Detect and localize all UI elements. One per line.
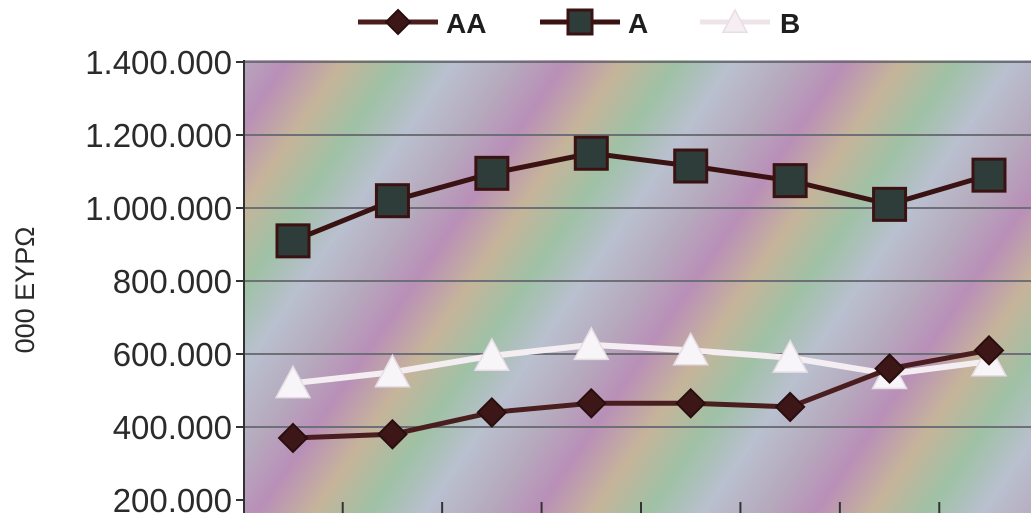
data-point-diamond xyxy=(277,422,309,454)
plot-background xyxy=(244,60,1031,513)
series-aa xyxy=(277,334,1005,454)
data-point-triangle xyxy=(274,364,312,399)
legend-item-aa: AA xyxy=(358,8,486,39)
series-line xyxy=(292,341,990,387)
legend-marker xyxy=(384,8,412,36)
data-point-triangle xyxy=(374,353,411,388)
data-point-square xyxy=(573,135,609,171)
data-point-square xyxy=(971,157,1007,193)
data-point-diamond xyxy=(476,396,508,428)
data-point-diamond xyxy=(675,387,707,419)
data-point-diamond xyxy=(575,387,607,419)
y-tick-label: 1.400.000 xyxy=(85,44,232,81)
series-a xyxy=(275,135,1007,259)
axes xyxy=(236,60,941,513)
data-point-diamond xyxy=(874,353,905,385)
data-point-diamond xyxy=(973,334,1005,366)
data-point-square xyxy=(673,148,709,184)
data-point-triangle xyxy=(573,326,610,361)
data-point-diamond xyxy=(377,418,408,450)
legend-marker xyxy=(566,8,594,36)
legend-label: B xyxy=(780,8,800,39)
data-point-triangle xyxy=(473,337,511,372)
y-axis-label: 000 ΕΥΡΩ xyxy=(10,227,40,354)
data-point-diamond xyxy=(774,391,806,423)
data-point-triangle xyxy=(771,339,809,373)
y-tick-label: 1.000.000 xyxy=(85,190,232,227)
series-b xyxy=(274,326,1008,399)
series-lines xyxy=(274,135,1008,454)
y-tick-label: 400.000 xyxy=(113,409,232,446)
legend: AA A B xyxy=(358,8,800,39)
legend-label: A xyxy=(628,8,648,39)
legend-item-a: A xyxy=(540,8,648,39)
y-tick-label: 800.000 xyxy=(113,263,232,300)
data-point-triangle xyxy=(672,331,709,366)
y-tick-label: 200.000 xyxy=(113,482,232,513)
legend-label: AA xyxy=(446,8,486,39)
y-tick-label: 600.000 xyxy=(113,336,232,373)
data-point-square xyxy=(872,186,908,222)
y-tick-labels: 200.000 400.000 600.000 800.000 1.000.000 1.2… xyxy=(85,44,232,513)
legend-item-b: B xyxy=(700,8,800,39)
data-point-square xyxy=(275,223,311,259)
y-tick-label: 1.200.000 xyxy=(85,117,232,154)
series-line xyxy=(292,347,990,441)
legend-marker xyxy=(721,8,749,33)
data-point-square xyxy=(772,163,808,199)
data-point-square xyxy=(474,155,510,191)
data-point-square xyxy=(374,183,410,219)
